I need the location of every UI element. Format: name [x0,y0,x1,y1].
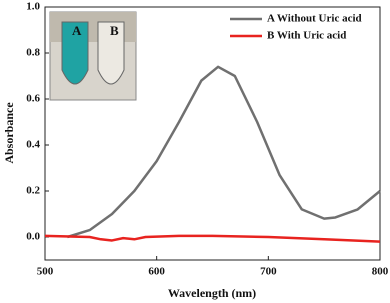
x-axis-label: Wavelength (nm) [168,286,256,300]
inset-label: B [110,23,119,38]
series-line [66,65,381,239]
inset-label: A [72,23,82,38]
series-line [44,234,381,243]
y-tick-label: 0.0 [26,231,40,243]
x-tick-label: 500 [37,266,54,278]
legend-label: B With Uric acid [267,30,346,42]
y-axis-label: Absorbance [2,102,16,164]
y-tick-label: 0.6 [26,93,40,105]
inset-photo: A B [49,11,137,101]
x-tick-label: 600 [148,266,165,278]
y-tick-label: 0.2 [26,185,40,197]
plot-frame [44,6,381,261]
x-tick-label: 700 [260,266,277,278]
y-tick-label: 0.8 [26,47,40,59]
y-tick-label: 0.4 [26,139,40,151]
x-tick-label: 800 [372,266,389,278]
legend-label: A Without Uric acid [267,13,362,25]
y-tick-label: 1.0 [26,1,40,13]
